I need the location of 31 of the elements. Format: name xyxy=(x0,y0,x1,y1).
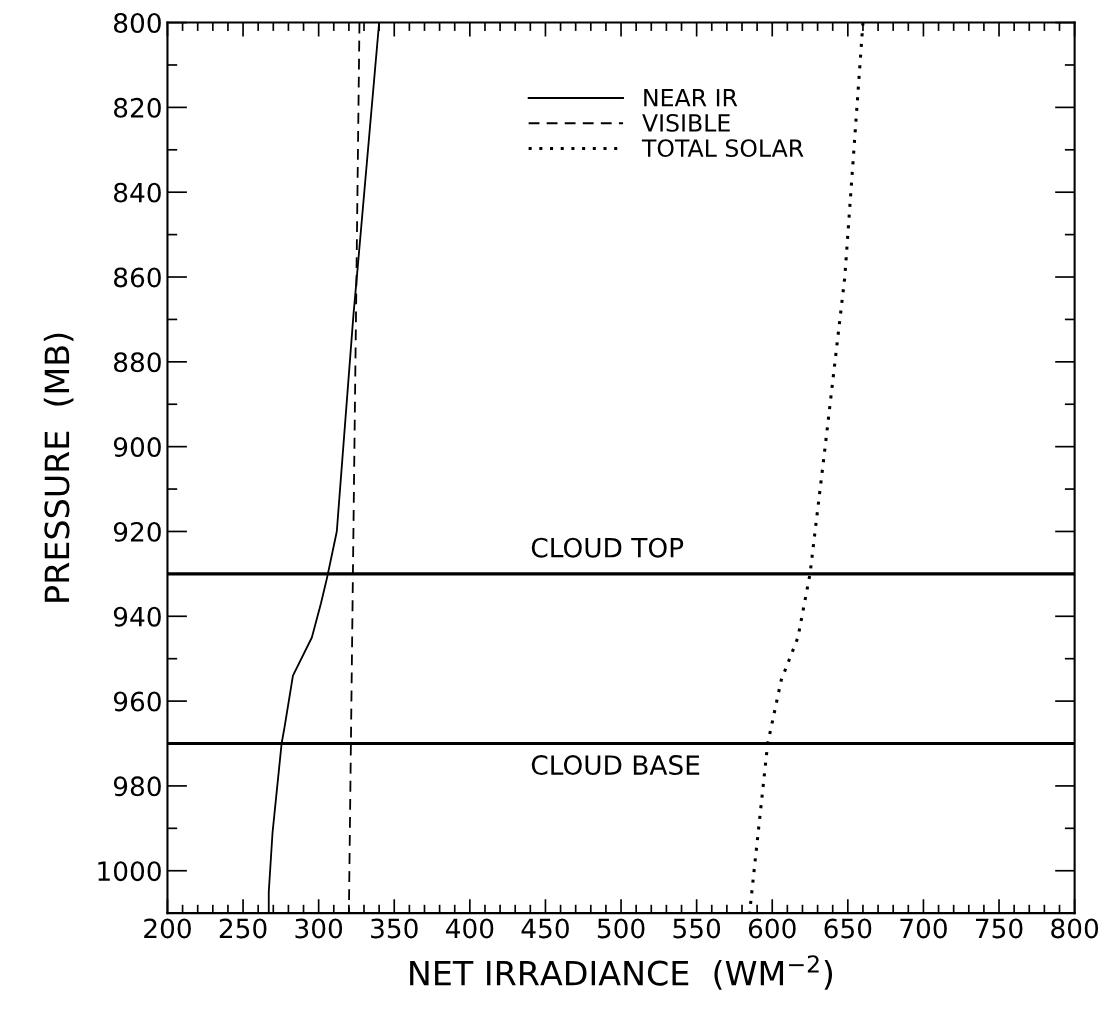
x-tick-label: 800 xyxy=(1051,918,1099,939)
x-tick-label: 750 xyxy=(976,918,1023,939)
x-tick-label: 650 xyxy=(824,918,872,939)
legend-label: NEAR IR xyxy=(644,89,738,107)
y-tick-label: 900 xyxy=(113,437,161,458)
x-tick-label: 350 xyxy=(371,918,418,939)
legend-label: TOTAL SOLAR xyxy=(641,139,804,158)
legend-label: VISIBLE xyxy=(642,113,730,132)
x-tick-label: 600 xyxy=(748,918,796,939)
y-axis-title: PRESSURE (MB) xyxy=(43,333,74,602)
x-tick-label: 700 xyxy=(900,918,947,939)
y-tick-label: 820 xyxy=(114,97,161,118)
y-tick-label: 840 xyxy=(114,182,161,203)
ref-line-label: CLOUD TOP xyxy=(531,537,684,558)
y-tick-label: 1000 xyxy=(98,861,161,882)
x-tick-label: 550 xyxy=(673,918,721,939)
x-axis-title: NET IRRADIANCE (WM$^{−2}$) xyxy=(410,955,833,990)
y-tick-label: 920 xyxy=(113,521,161,542)
y-tick-label: 960 xyxy=(113,691,161,712)
y-tick-label: 860 xyxy=(114,267,161,288)
y-tick-label: 800 xyxy=(114,13,161,33)
x-tick-label: 500 xyxy=(597,918,645,939)
y-tick-label: 940 xyxy=(113,606,161,627)
ref-line-label: CLOUD BASE xyxy=(531,755,700,776)
x-tick-label: 200 xyxy=(144,918,191,939)
y-tick-label: 980 xyxy=(113,776,161,797)
x-tick-label: 450 xyxy=(521,918,569,939)
x-tick-label: 400 xyxy=(445,918,494,939)
x-tick-label: 300 xyxy=(295,918,343,939)
y-tick-label: 880 xyxy=(114,352,161,373)
x-tick-label: 250 xyxy=(219,918,267,939)
